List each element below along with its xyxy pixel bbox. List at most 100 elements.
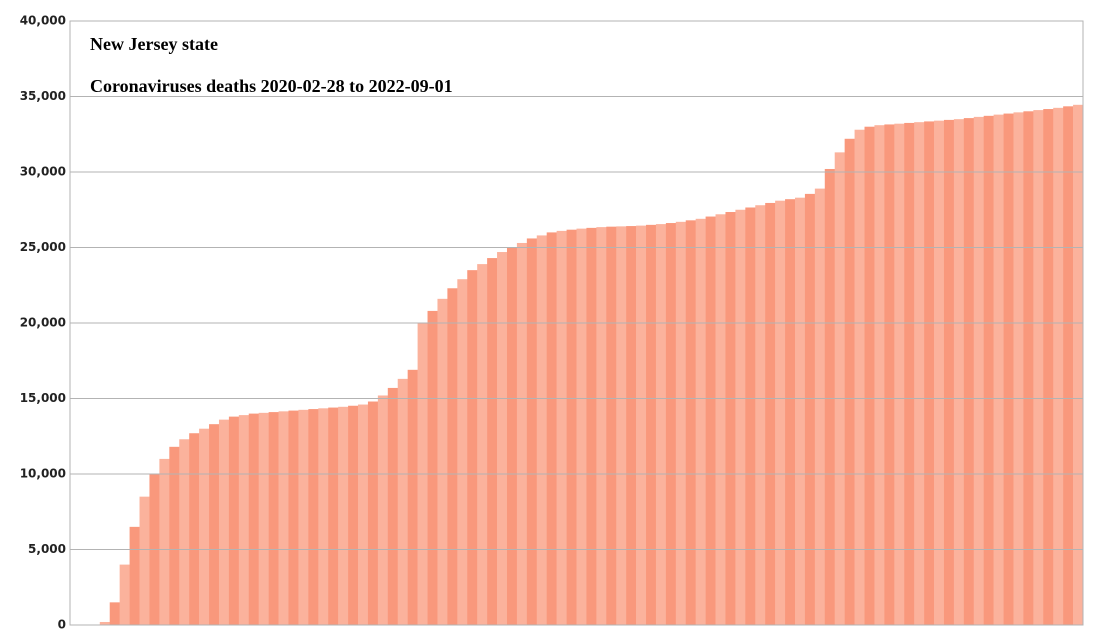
bar: [526, 238, 538, 625]
y-tick-label: 10,000: [20, 467, 66, 481]
bar: [199, 428, 210, 625]
bar: [179, 439, 190, 625]
bar: [894, 123, 905, 626]
bar: [1053, 107, 1064, 625]
bar: [238, 415, 250, 625]
y-tick-label: 0: [58, 618, 66, 632]
bar: [397, 378, 408, 625]
bar: [884, 124, 895, 625]
bar: [139, 496, 150, 625]
bar: [1013, 112, 1024, 626]
bar: [755, 205, 766, 625]
bar: [953, 119, 965, 626]
bar: [1023, 111, 1034, 626]
bar: [943, 119, 955, 625]
bar: [427, 310, 438, 625]
bar: [914, 122, 925, 626]
bar: [159, 458, 170, 625]
y-tick-label: 40,000: [20, 14, 66, 28]
y-tick-label: 15,000: [20, 391, 66, 405]
bar: [695, 218, 706, 625]
plot-frame: [69, 20, 1084, 626]
bar: [794, 197, 806, 626]
bar: [387, 387, 399, 625]
bar: [655, 224, 667, 625]
y-tick-label: 25,000: [20, 240, 66, 254]
bar: [775, 200, 786, 625]
bar: [804, 193, 816, 625]
bar: [636, 225, 647, 626]
bar: [258, 412, 269, 625]
bar: [129, 526, 140, 625]
bar: [785, 199, 796, 625]
bar: [626, 226, 637, 626]
bar: [506, 247, 518, 625]
bar: [1073, 104, 1084, 626]
bar: [536, 235, 548, 626]
bar: [457, 279, 468, 625]
bar: [824, 168, 836, 626]
bar: [715, 214, 726, 625]
bar: [209, 424, 220, 625]
bar: [993, 114, 1004, 626]
bar: [109, 602, 120, 625]
bar: [675, 221, 687, 625]
bar: [765, 202, 776, 625]
bar: [487, 258, 498, 625]
bar: [407, 369, 418, 625]
bar: [725, 212, 736, 625]
bar: [467, 270, 478, 625]
bar: [1003, 113, 1014, 626]
bar: [983, 115, 994, 625]
bar: [377, 395, 389, 625]
bar: [814, 188, 826, 626]
bar: [348, 405, 359, 625]
y-tick-label: 35,000: [20, 89, 66, 103]
chart-subtitle: Coronaviruses deaths 2020-02-28 to 2022-…: [90, 76, 453, 96]
bar: [735, 209, 746, 625]
bar: [566, 229, 577, 625]
bar: [318, 408, 329, 625]
y-tick-label: 5,000: [28, 542, 66, 556]
bar: [1043, 109, 1054, 625]
bar: [248, 413, 259, 625]
bar: [298, 409, 309, 625]
bar: [556, 230, 567, 625]
bar: [268, 412, 279, 625]
bar: [447, 288, 458, 625]
bar: [367, 401, 379, 625]
bar: [924, 121, 935, 625]
bar: [685, 220, 696, 625]
bar: [586, 227, 597, 625]
bar: [477, 264, 488, 625]
bar: [844, 138, 855, 625]
bar: [864, 126, 875, 625]
bar: [616, 226, 627, 626]
bar: [218, 419, 230, 625]
bar: [338, 406, 349, 625]
bar: [963, 118, 975, 625]
bar: [1033, 110, 1044, 626]
y-tick-label: 30,000: [20, 165, 66, 179]
bar: [497, 252, 508, 625]
bar: [288, 410, 299, 625]
bar: [596, 227, 607, 626]
chart-title: New Jersey state: [90, 34, 218, 54]
bar: [189, 433, 200, 625]
bar: [854, 129, 865, 625]
bar: [834, 152, 845, 625]
bar: [745, 207, 756, 626]
bar: [1063, 106, 1074, 625]
bar: [665, 223, 677, 625]
bar: [228, 416, 240, 625]
bar: [516, 242, 528, 625]
bar: [278, 411, 289, 625]
bar: [973, 116, 984, 625]
bar: [904, 122, 915, 626]
bar: [328, 407, 339, 625]
bar: [308, 409, 319, 625]
bar: [705, 216, 716, 626]
bar: [119, 564, 130, 625]
